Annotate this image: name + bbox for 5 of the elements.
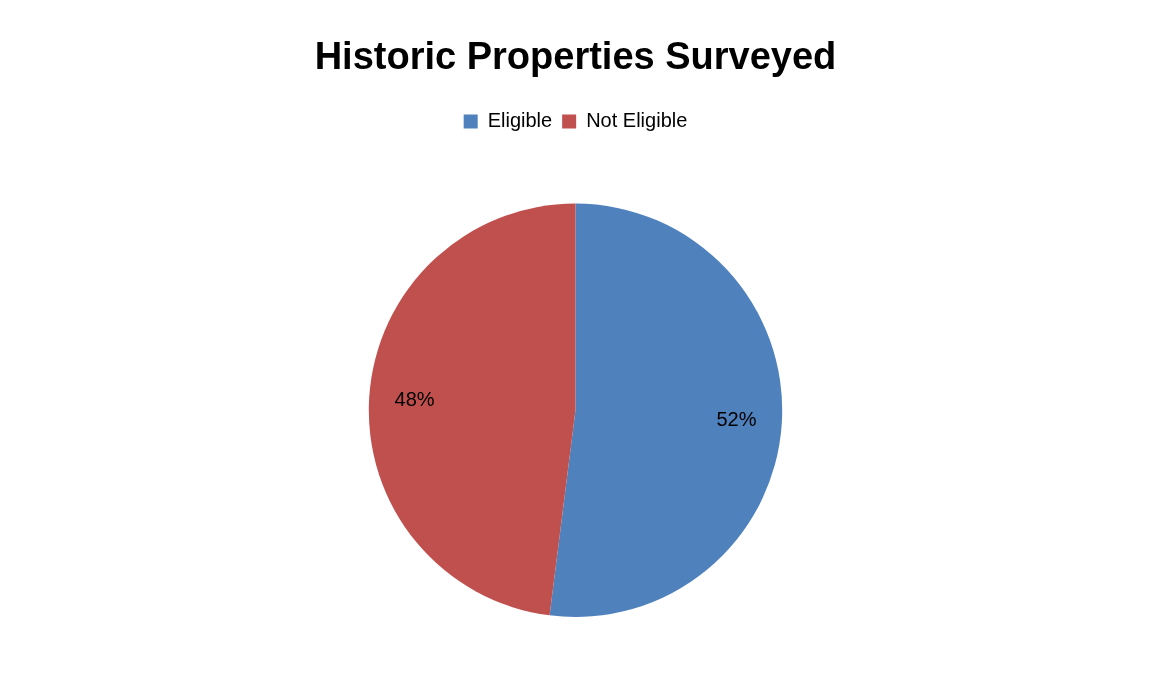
legend-label: Eligible [487, 109, 553, 132]
chart-title: Historic Properties Surveyed [314, 35, 837, 78]
data-label: 48% [394, 387, 435, 410]
data-label: 52% [716, 407, 757, 430]
legend-label: Not Eligible [586, 109, 688, 132]
